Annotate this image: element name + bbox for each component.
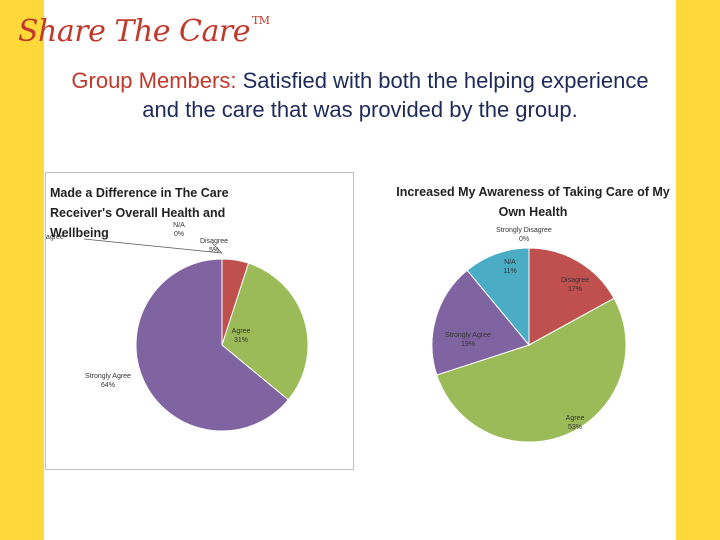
pie-slice-strongly-agree	[431, 269, 530, 376]
left-yellow-band	[0, 0, 44, 540]
pie-slice-n-a	[466, 247, 530, 347]
slice-label-agree: Agree 31%	[232, 328, 251, 344]
pie-chart-health-wellbeing: N/A 0% Disagree 5% Agree 31% Strongly Agree 64%…	[45, 172, 354, 470]
chart-title-2: Increased My Awareness of Taking Care of…	[396, 185, 670, 219]
slice-label-strongly-agree: Strongly Agree 64%	[85, 373, 131, 389]
slice-label-strongly-agree: Strongly Agree 19%	[445, 332, 491, 348]
slice-label-n-a: N/A 11%	[503, 259, 517, 275]
pie-chart-own-health-awareness: Strongly Disagree 0% Disagree 17% Agree 53% St…	[362, 172, 676, 462]
headline-accent: Group Members:	[71, 68, 237, 93]
logo-text: Share The Care	[18, 14, 250, 49]
pie-chart-svg-2: Strongly Disagree 0% Disagree 17% Agree 53% St…	[431, 227, 627, 443]
right-yellow-band	[676, 0, 720, 540]
pie-slice-disagree	[528, 247, 615, 346]
slice-label-n-a: N/A 0%	[173, 222, 185, 238]
headline-rest: Satisfied with both the helping experien…	[142, 68, 649, 122]
pie-chart-svg-1: N/A 0% Disagree 5% Agree 31% Strongly Agree 64%…	[46, 222, 309, 432]
logo-trademark: TM	[251, 14, 270, 27]
pie-slice-agree	[221, 262, 309, 401]
leader-line	[211, 242, 223, 254]
leader-line	[83, 238, 223, 254]
slice-label-agree: Agree 53%	[566, 415, 585, 431]
slice-label-disagree: Disagree 17%	[561, 277, 589, 293]
share-the-care-logo: Share The Care TM	[18, 14, 270, 49]
page-headline: Group Members: Satisfied with both the h…	[60, 66, 660, 124]
chart-title-1: Made a Difference in The Care Receiver's…	[50, 186, 229, 240]
pie-slice-strongly-agree	[135, 258, 289, 432]
slice-label-disagree: Disagree 5%	[200, 238, 228, 254]
pie-slice-agree	[436, 297, 627, 443]
